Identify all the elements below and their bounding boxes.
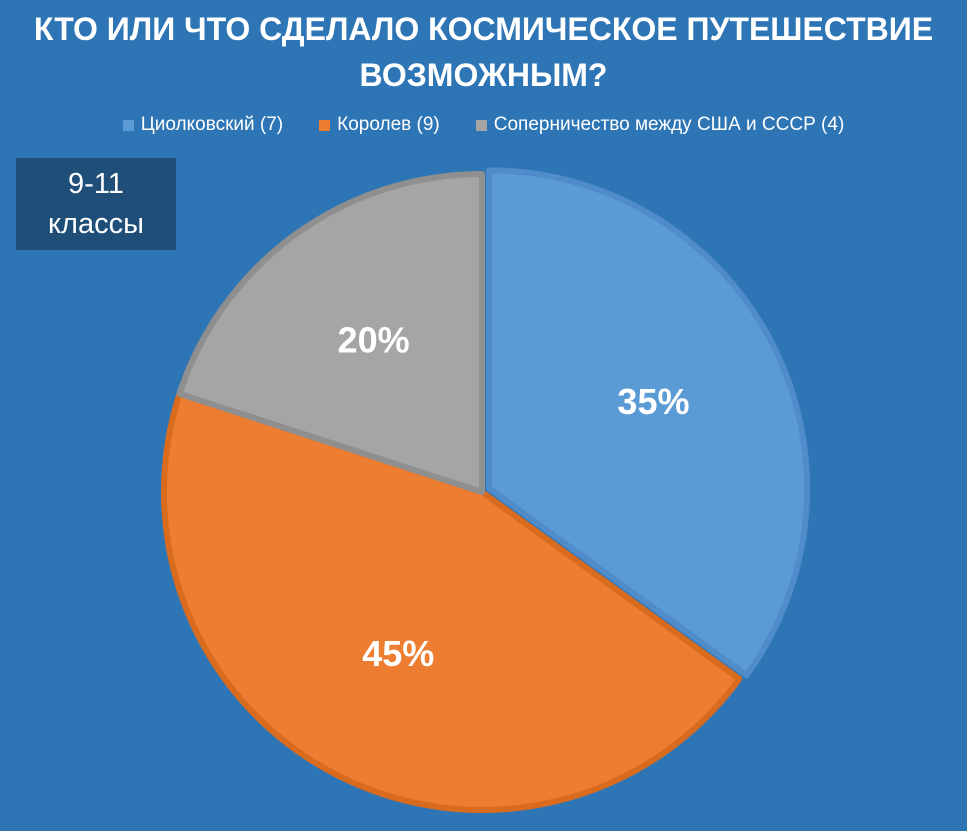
legend-swatch-korolev <box>319 119 331 131</box>
chart-title-line-2: ВОЗМОЖНЫМ? <box>359 57 608 93</box>
data-label-tsiolkovsky: 35% <box>617 381 689 422</box>
legend-swatch-tsiolkovsky <box>122 119 134 131</box>
pie-slice-tsiolkovsky <box>486 167 811 679</box>
pie-slice-rivalry <box>176 171 485 495</box>
pie-slice-korolev <box>161 390 743 813</box>
legend-label-korolev: Королев (9) <box>337 114 440 135</box>
legend-item-tsiolkovsky: Циолковский (7) <box>122 114 284 136</box>
grade-badge-line-1: 9-11 <box>68 168 124 200</box>
legend-item-rivalry: Соперничество между США и СССР (4) <box>475 114 845 136</box>
chart-title: КТО ИЛИ ЧТО СДЕЛАЛО КОСМИЧЕСКОЕ ПУТЕШЕСТ… <box>0 6 967 98</box>
legend-label-tsiolkovsky: Циолковский (7) <box>140 114 284 135</box>
data-label-korolev: 45% <box>362 633 434 674</box>
legend-label-rivalry: Соперничество между США и СССР (4) <box>493 114 845 135</box>
legend: Циолковский (7) Королев (9) Соперничеств… <box>0 114 967 136</box>
grade-badge-line-2: классы <box>48 208 144 240</box>
legend-swatch-rivalry <box>475 119 487 131</box>
chart-title-line-1: КТО ИЛИ ЧТО СДЕЛАЛО КОСМИЧЕСКОЕ ПУТЕШЕСТ… <box>33 11 934 47</box>
data-label-rivalry: 20% <box>338 319 410 360</box>
legend-item-korolev: Королев (9) <box>319 114 440 136</box>
grade-badge: 9-11 классы <box>16 158 176 250</box>
